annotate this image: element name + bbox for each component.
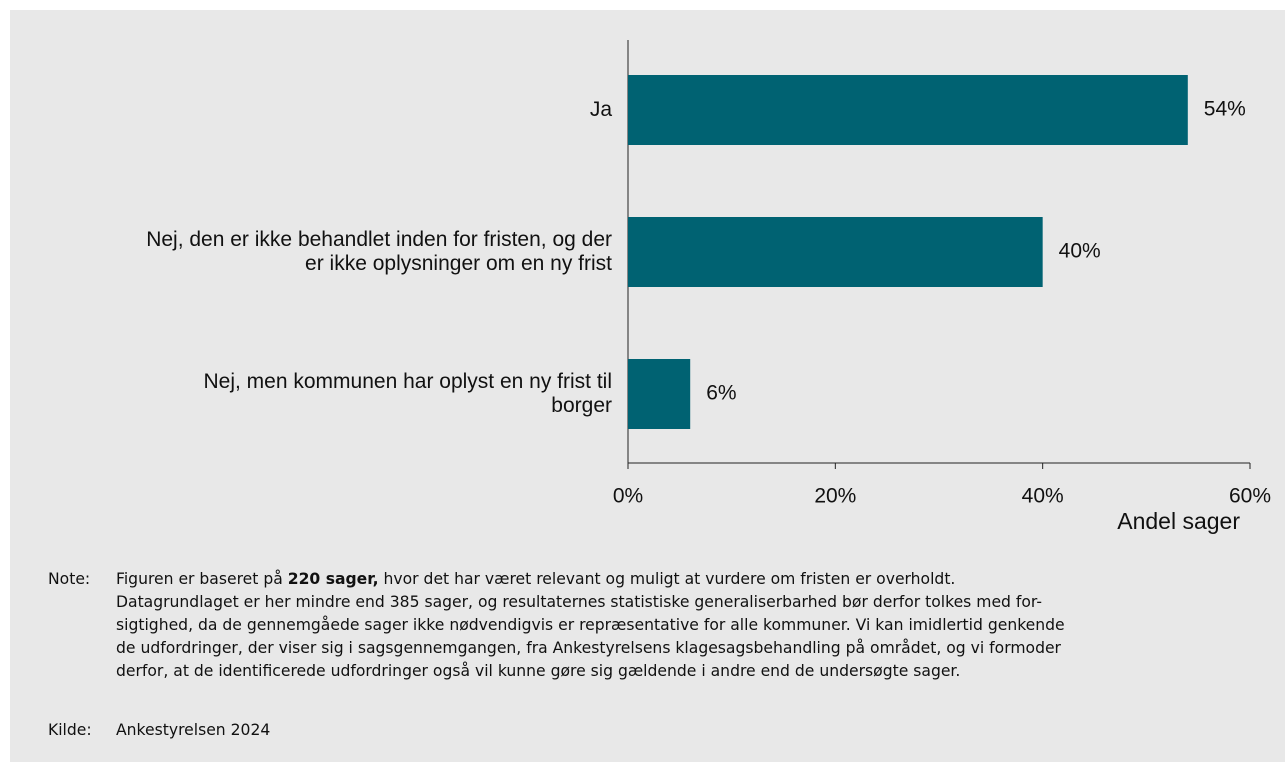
note-line: Figuren er baseret på 220 sager, hvor de… <box>116 568 1065 591</box>
note-text: Figuren er baseret på 220 sager, hvor de… <box>116 568 1065 683</box>
note-line: derfor, at de identificerede udfordringe… <box>116 662 961 680</box>
note-text: hvor det har været relevant og muligt at… <box>378 570 956 588</box>
x-tick-label: 0% <box>613 485 643 508</box>
note-line: sigtighed, da de gennemgåede sager ikke … <box>116 616 1065 634</box>
note-bold: 220 sager, <box>287 570 379 588</box>
note-text: Figuren er baseret på <box>116 570 288 588</box>
bar <box>628 75 1188 145</box>
x-tick-label: 40% <box>1022 485 1064 508</box>
category-label: Ja <box>589 98 612 121</box>
x-tick-label: 20% <box>814 485 856 508</box>
value-label: 6% <box>706 382 736 405</box>
category-label: Nej, den er ikke behandlet inden for fri… <box>146 228 612 275</box>
source-label: Kilde: <box>48 721 92 739</box>
x-tick-label: 60% <box>1229 485 1271 508</box>
note-line: Datagrundlaget er her mindre end 385 sag… <box>116 593 1042 611</box>
note-label: Note: <box>48 570 91 588</box>
x-axis-title: Andel sager <box>1117 508 1240 534</box>
note-line: de udfordringer, der viser sig i sagsgen… <box>116 639 1061 657</box>
source-text: Ankestyrelsen 2024 <box>116 721 271 739</box>
bar <box>628 359 691 429</box>
value-label: 40% <box>1059 240 1101 263</box>
bar <box>628 217 1043 287</box>
category-label: Nej, men kommunen har oplyst en ny frist… <box>203 370 613 417</box>
value-label: 54% <box>1204 98 1246 121</box>
